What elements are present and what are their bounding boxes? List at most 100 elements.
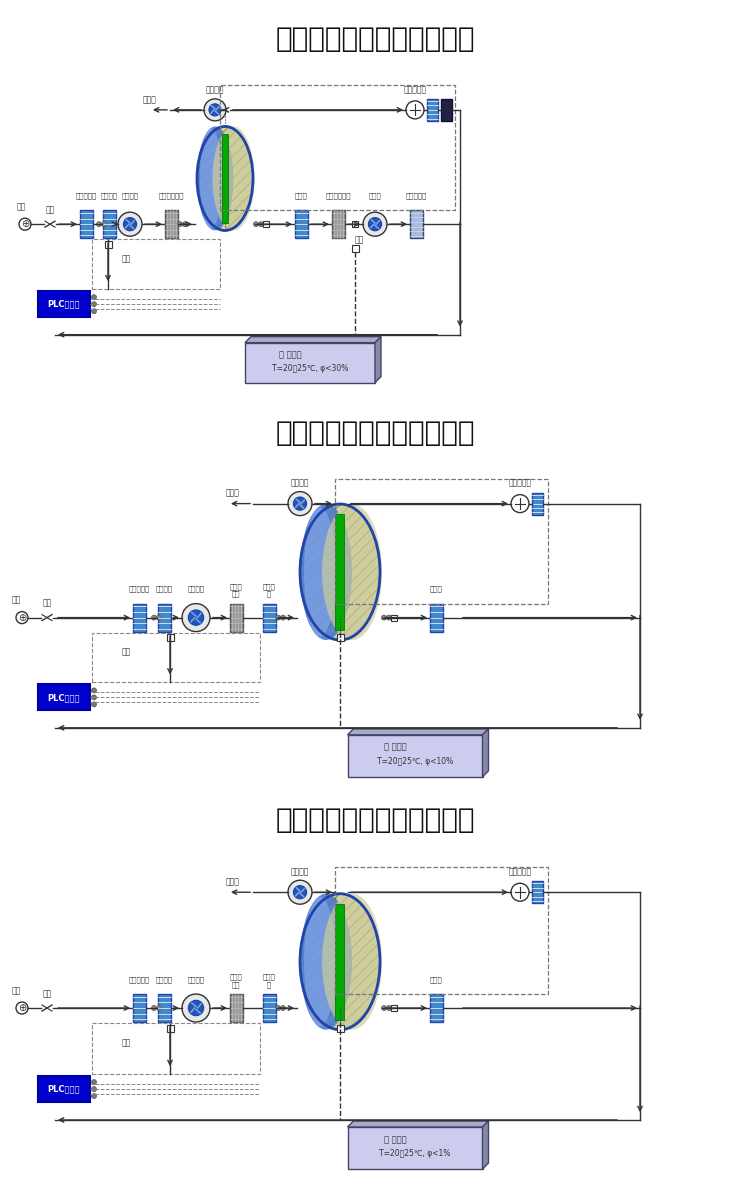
- FancyBboxPatch shape: [263, 603, 276, 632]
- Circle shape: [293, 886, 307, 899]
- Text: ⊕: ⊕: [18, 613, 26, 622]
- FancyBboxPatch shape: [166, 634, 173, 641]
- FancyBboxPatch shape: [430, 603, 443, 632]
- Text: 再生加热器: 再生加热器: [509, 867, 532, 876]
- FancyBboxPatch shape: [337, 634, 344, 641]
- Text: 再生加热器: 再生加热器: [509, 478, 532, 488]
- Circle shape: [152, 1005, 157, 1011]
- FancyBboxPatch shape: [391, 614, 397, 620]
- FancyBboxPatch shape: [295, 210, 308, 239]
- Text: 处理风机: 处理风机: [122, 193, 139, 198]
- Text: T=20～25℃, φ<30%: T=20～25℃, φ<30%: [272, 364, 348, 373]
- Text: 送风机: 送风机: [369, 193, 381, 198]
- Circle shape: [382, 615, 386, 620]
- Circle shape: [275, 1005, 280, 1011]
- Circle shape: [288, 491, 312, 516]
- Circle shape: [363, 213, 387, 236]
- Circle shape: [259, 222, 263, 227]
- Text: 初效过滤器: 初效过滤器: [128, 976, 149, 983]
- FancyBboxPatch shape: [103, 210, 116, 239]
- Text: 再生风机: 再生风机: [291, 478, 309, 488]
- Circle shape: [152, 615, 157, 620]
- FancyBboxPatch shape: [38, 685, 90, 711]
- FancyBboxPatch shape: [38, 1076, 90, 1102]
- FancyBboxPatch shape: [245, 342, 375, 383]
- Text: 前表冷
二: 前表冷 二: [262, 973, 275, 987]
- Circle shape: [19, 218, 31, 230]
- FancyBboxPatch shape: [335, 514, 344, 629]
- FancyBboxPatch shape: [263, 994, 276, 1022]
- Text: 风阀: 风阀: [42, 599, 52, 607]
- Circle shape: [511, 495, 529, 513]
- Text: 回风: 回风: [355, 235, 364, 244]
- Text: 湿空气: 湿空气: [226, 877, 240, 886]
- Circle shape: [209, 104, 221, 116]
- Text: 再生加热器: 再生加热器: [404, 85, 427, 93]
- Circle shape: [386, 615, 392, 620]
- Text: 图 工作间: 图 工作间: [384, 1135, 406, 1144]
- Ellipse shape: [300, 894, 352, 1030]
- Circle shape: [92, 308, 97, 314]
- Circle shape: [280, 615, 286, 620]
- FancyBboxPatch shape: [222, 135, 228, 223]
- Polygon shape: [347, 1121, 488, 1127]
- Circle shape: [182, 603, 210, 632]
- Ellipse shape: [197, 126, 253, 230]
- Text: 前表冷一: 前表冷一: [100, 193, 118, 198]
- Ellipse shape: [322, 504, 382, 640]
- Circle shape: [92, 1087, 97, 1091]
- Circle shape: [288, 880, 312, 905]
- Circle shape: [157, 615, 161, 620]
- Circle shape: [178, 222, 182, 227]
- FancyBboxPatch shape: [441, 99, 452, 120]
- Ellipse shape: [200, 129, 222, 228]
- Circle shape: [92, 295, 97, 300]
- FancyBboxPatch shape: [347, 1127, 482, 1169]
- Text: 初效过滤器: 初效过滤器: [128, 586, 149, 592]
- Text: 前表冷一: 前表冷一: [155, 976, 172, 983]
- Text: ⊕: ⊕: [18, 1003, 26, 1013]
- Polygon shape: [245, 337, 381, 342]
- Circle shape: [368, 217, 382, 230]
- Circle shape: [280, 1005, 286, 1011]
- Text: 可定制组合式系统原理图二: 可定制组合式系统原理图二: [275, 419, 475, 446]
- Ellipse shape: [304, 508, 336, 637]
- Text: 处理风机: 处理风机: [188, 976, 205, 983]
- Text: 图 工作间: 图 工作间: [279, 351, 302, 360]
- Text: 再生风机: 再生风机: [206, 85, 224, 93]
- Text: 后表冷: 后表冷: [430, 586, 442, 592]
- Circle shape: [182, 994, 210, 1022]
- FancyBboxPatch shape: [158, 603, 171, 632]
- Text: 回风: 回风: [122, 647, 131, 657]
- FancyBboxPatch shape: [427, 99, 438, 120]
- Text: 新风: 新风: [12, 986, 21, 996]
- Text: 前表冷一: 前表冷一: [155, 586, 172, 592]
- Circle shape: [254, 222, 259, 227]
- FancyBboxPatch shape: [335, 903, 344, 1019]
- Text: 回风: 回风: [122, 254, 131, 263]
- FancyBboxPatch shape: [165, 210, 178, 239]
- Text: 湿空气: 湿空气: [143, 94, 157, 104]
- Text: PLC控制器: PLC控制器: [48, 1084, 80, 1094]
- Text: 活性炭
过滤: 活性炭 过滤: [230, 973, 242, 987]
- Text: 处理风机: 处理风机: [188, 586, 205, 592]
- Text: PLC控制器: PLC控制器: [48, 693, 80, 702]
- Ellipse shape: [197, 126, 233, 230]
- Circle shape: [275, 615, 280, 620]
- Ellipse shape: [300, 504, 380, 640]
- Ellipse shape: [322, 894, 382, 1030]
- Circle shape: [188, 1000, 204, 1016]
- FancyBboxPatch shape: [347, 735, 482, 777]
- Circle shape: [204, 99, 226, 120]
- Circle shape: [92, 694, 97, 700]
- Circle shape: [92, 687, 97, 693]
- Circle shape: [16, 612, 28, 624]
- FancyBboxPatch shape: [80, 210, 93, 239]
- FancyBboxPatch shape: [391, 1005, 397, 1011]
- Circle shape: [157, 1005, 161, 1011]
- FancyBboxPatch shape: [532, 881, 543, 903]
- Text: 活性炭过滤器: 活性炭过滤器: [326, 193, 351, 198]
- Text: 活性炭
过滤: 活性炭 过滤: [230, 583, 242, 598]
- Text: 后表冷: 后表冷: [430, 976, 442, 983]
- FancyBboxPatch shape: [352, 221, 358, 227]
